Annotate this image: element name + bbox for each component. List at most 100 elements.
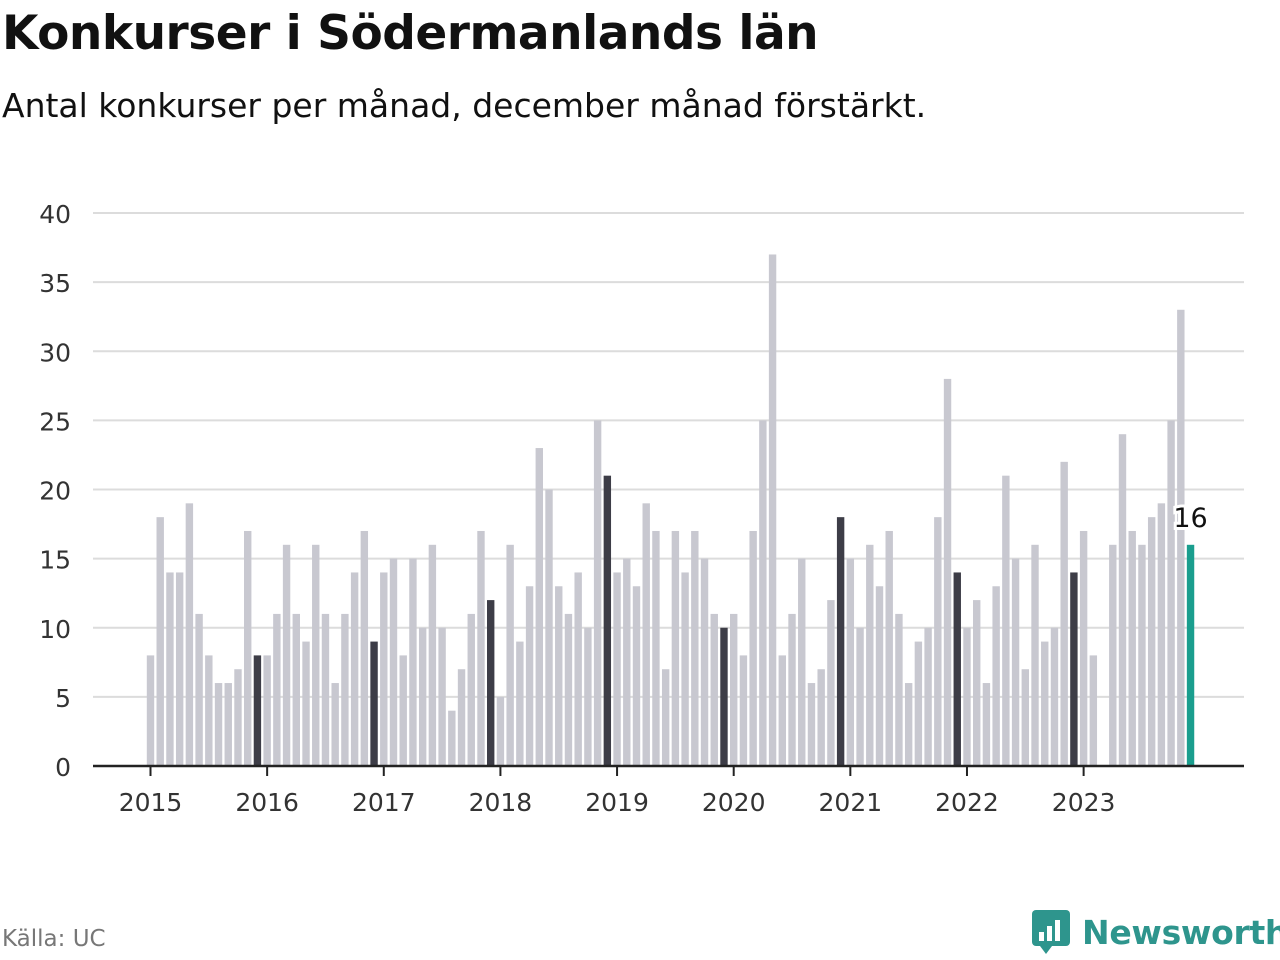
bar (856, 627, 864, 766)
bar (681, 572, 689, 766)
bar (1138, 544, 1146, 766)
bar (914, 641, 923, 766)
bar (380, 572, 388, 766)
bar (1060, 461, 1068, 766)
y-tick-label: 10 (39, 615, 71, 644)
bar (593, 420, 602, 767)
bar (798, 558, 806, 767)
bar (817, 669, 825, 766)
bar (156, 517, 164, 766)
bar (166, 572, 174, 766)
chart-subtitle: Antal konkurser per månad, december måna… (2, 86, 927, 125)
bar (1118, 434, 1127, 766)
bar-december (720, 627, 728, 766)
bar (205, 655, 213, 766)
bar (992, 586, 1000, 766)
y-tick-label: 0 (55, 753, 71, 782)
bar-december (836, 517, 845, 766)
bar (904, 683, 913, 766)
bar (1011, 558, 1020, 767)
bar (963, 627, 971, 766)
x-tick-label: 2021 (819, 788, 883, 817)
bars: 16 (146, 254, 1211, 767)
bar (224, 683, 232, 766)
bar (399, 655, 407, 766)
bar (467, 613, 475, 766)
bar (496, 696, 505, 767)
bar (564, 613, 573, 766)
bar (1167, 420, 1175, 767)
bar (895, 613, 903, 766)
bar-chart: 16 0 5 10 15 20 25 30 35 40 2015 2016 2017 2018 2019 2… (39, 200, 1244, 817)
grid-lines (93, 212, 1244, 698)
bar-december (603, 475, 612, 766)
source-note: Källa: UC (2, 926, 106, 952)
bar (1128, 530, 1136, 766)
bar (535, 448, 543, 766)
x-tick-label: 2016 (235, 788, 299, 817)
bar (457, 669, 466, 766)
bar (146, 655, 155, 766)
bar (263, 655, 271, 766)
bar (574, 572, 582, 766)
bar (1089, 655, 1098, 766)
y-tick-label: 40 (39, 200, 71, 229)
y-tick-label: 5 (55, 684, 71, 713)
bar (632, 586, 641, 766)
bar (652, 530, 660, 766)
bar (934, 517, 942, 766)
bar (866, 544, 874, 766)
bar (778, 655, 786, 766)
bar (195, 613, 203, 766)
bar (827, 600, 835, 766)
bar (1050, 627, 1059, 766)
bar (516, 641, 524, 766)
bar (613, 572, 621, 766)
bar (1079, 530, 1088, 766)
bar (418, 627, 427, 766)
bar (448, 710, 456, 766)
chart-title: Konkurser i Södermanlands län (2, 6, 819, 61)
bar (341, 613, 349, 766)
newsworthy-logo[interactable]: Newsworthy (1030, 908, 1280, 956)
bar (885, 530, 893, 766)
bar (525, 586, 534, 766)
bar (642, 503, 650, 766)
bar (875, 586, 884, 766)
bar (545, 489, 553, 766)
bar (175, 572, 184, 766)
bar (1002, 475, 1010, 766)
y-tick-label: 15 (39, 546, 71, 575)
bar (924, 627, 932, 766)
latest-value-label: 16 (1173, 503, 1207, 534)
bar (691, 530, 699, 766)
bar (506, 544, 514, 766)
bar (623, 558, 631, 767)
bar (477, 530, 485, 766)
bar (1021, 669, 1029, 766)
bar (973, 600, 981, 766)
bar (584, 627, 592, 766)
bar (846, 558, 855, 767)
bar (428, 544, 437, 766)
bar (982, 683, 991, 766)
bar (1041, 641, 1049, 766)
bar (409, 558, 417, 767)
bar-december (370, 641, 378, 766)
x-tick-label: 2019 (585, 788, 649, 817)
bar (788, 613, 796, 766)
bar (943, 378, 952, 766)
bar (438, 627, 446, 766)
bar (350, 572, 359, 766)
bar (661, 669, 670, 766)
bar (214, 683, 223, 766)
bar (1147, 517, 1156, 766)
y-tick-label: 20 (39, 477, 71, 506)
bar (273, 613, 281, 766)
bar (807, 683, 816, 766)
bar (244, 530, 252, 766)
y-tick-label: 30 (39, 338, 71, 367)
bar (1109, 544, 1117, 766)
bar (360, 530, 369, 766)
x-tick-label: 2020 (702, 788, 766, 817)
